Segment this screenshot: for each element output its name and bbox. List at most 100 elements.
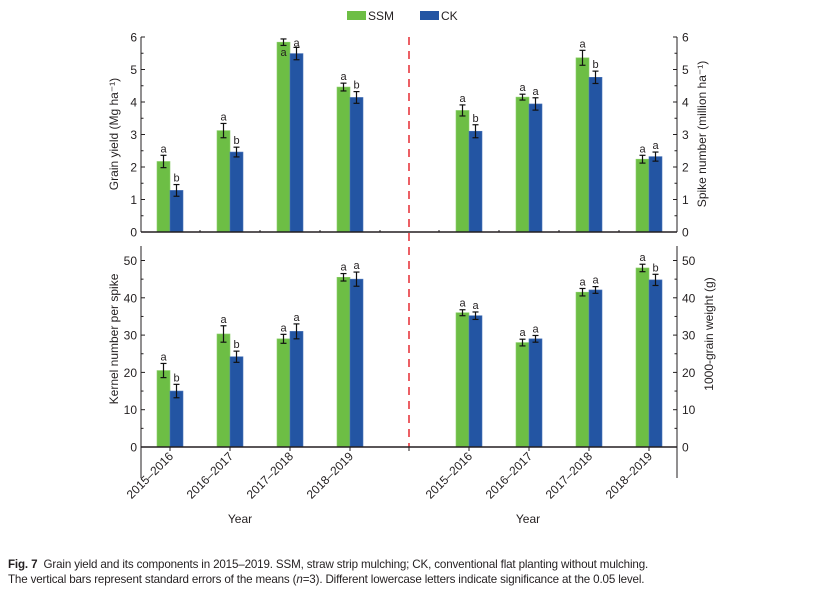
y-tick-label: 10	[124, 403, 138, 417]
caption-text-2c: =3). Different lowercase letters indicat…	[302, 573, 645, 586]
x-tick-label: 2018–2019	[603, 449, 656, 502]
significance-letter: b	[592, 59, 598, 71]
bar-ssm-2	[575, 291, 590, 448]
y-tick-label: 0	[682, 226, 689, 240]
y-tick-label: 5	[130, 63, 137, 77]
y-tick-label: 50	[682, 254, 696, 268]
xlabel-year-left: Year	[228, 512, 252, 526]
significance-letter: a	[353, 260, 360, 272]
ylabel-grain-yield: Grain yield (Mg ha⁻¹)	[107, 78, 121, 190]
x-tick-label: 2015–2016	[423, 449, 476, 502]
significance-letter: a	[519, 82, 526, 94]
y-tick-label: 40	[124, 291, 138, 305]
significance-letter: a	[592, 275, 599, 287]
legend-swatch-ck	[420, 11, 439, 20]
significance-letter: b	[233, 135, 239, 147]
bar-ssm-0	[156, 161, 171, 233]
significance-letter: b	[472, 113, 478, 125]
legend-swatch-ssm	[347, 11, 366, 20]
y-tick-label: 30	[682, 329, 696, 343]
bar-ssm-3	[336, 86, 351, 233]
caption-text-2b: n	[296, 573, 303, 586]
xlabel-year-right: Year	[516, 512, 540, 526]
ylabel-1000-grain-weight: 1000-grain weight (g)	[702, 277, 716, 390]
significance-letter: b	[173, 372, 179, 384]
y-tick-label: 20	[124, 366, 138, 380]
significance-letter: a	[459, 298, 466, 310]
significance-letter: b	[652, 262, 658, 274]
bar-ck-3	[349, 97, 364, 233]
bar-ck-2	[588, 77, 603, 233]
caption-text-2a: The vertical bars represent standard err…	[8, 573, 297, 586]
caption-line-2: The vertical bars represent standard err…	[8, 572, 823, 587]
y-tick-label: 30	[124, 329, 138, 343]
significance-letter: a	[532, 86, 539, 98]
ylabel-spike-number: Spike number (million ha⁻¹)	[695, 61, 709, 207]
legend: SSM CK	[347, 9, 458, 23]
significance-letter: a	[472, 300, 479, 312]
bar-ck-2	[289, 53, 304, 233]
significance-letter: a	[652, 140, 659, 152]
bar-ssm-0	[455, 110, 470, 233]
y-tick-label: 0	[130, 226, 137, 240]
significance-letter: b	[173, 173, 179, 185]
legend-label-ssm: SSM	[368, 9, 394, 23]
bar-ssm-2	[276, 41, 291, 233]
y-tick-label: 0	[130, 441, 137, 455]
x-tick-label: 2016–2017	[483, 449, 536, 502]
x-tick-label: 2016–2017	[184, 449, 237, 502]
y-tick-label: 1	[682, 193, 689, 207]
significance-letter: a	[340, 262, 347, 274]
bar-ssm-0	[156, 370, 171, 448]
bar-ssm-1	[515, 342, 530, 448]
significance-letter: a	[639, 143, 646, 155]
y-tick-label: 2	[130, 161, 137, 175]
significance-letter: a	[220, 111, 227, 123]
bar-ssm-2	[276, 338, 291, 448]
significance-letter: a	[220, 314, 227, 326]
bar-ssm-0	[455, 312, 470, 448]
significance-letter: a	[160, 143, 167, 155]
y-tick-label: 10	[682, 403, 696, 417]
bar-ck-1	[528, 103, 543, 233]
figure-chart: SSM CK Grain yield (Mg ha⁻¹) Spike numbe…	[107, 9, 716, 526]
significance-letter: b	[353, 80, 359, 92]
y-tick-label: 3	[682, 128, 689, 142]
significance-letter: a	[459, 93, 466, 105]
y-tick-label: 5	[682, 63, 689, 77]
significance-letter: a	[519, 327, 526, 339]
y-tick-label: 50	[124, 254, 138, 268]
figure-caption: Fig. 7 Grain yield and its components in…	[8, 557, 823, 587]
bar-ck-1	[528, 338, 543, 448]
significance-letter: a	[280, 47, 287, 59]
significance-letter: a	[340, 71, 347, 83]
y-tick-label: 4	[682, 96, 689, 110]
significance-letter: a	[579, 38, 586, 50]
bar-ck-3	[349, 278, 364, 448]
y-tick-label: 4	[130, 96, 137, 110]
x-tick-label: 2015–2016	[124, 449, 177, 502]
significance-letter: a	[579, 276, 586, 288]
bar-ck-1	[229, 151, 244, 233]
bar-ssm-1	[216, 333, 231, 448]
bar-ck-0	[468, 315, 483, 448]
bar-ck-0	[169, 390, 184, 448]
y-tick-label: 2	[682, 161, 689, 175]
ylabel-kernel-number: Kernel number per spike	[107, 273, 121, 404]
significance-letter: a	[532, 323, 539, 335]
significance-letter: b	[233, 339, 239, 351]
y-tick-label: 0	[682, 441, 689, 455]
y-tick-label: 3	[130, 128, 137, 142]
bar-ck-0	[468, 130, 483, 233]
significance-letter: a	[639, 252, 646, 264]
significance-letter: a	[160, 351, 167, 363]
y-tick-label: 6	[682, 31, 689, 45]
bar-ck-3	[648, 279, 663, 448]
bar-ssm-1	[216, 130, 231, 233]
y-tick-label: 20	[682, 366, 696, 380]
bar-ssm-3	[635, 267, 650, 448]
significance-letter: a	[280, 322, 287, 334]
